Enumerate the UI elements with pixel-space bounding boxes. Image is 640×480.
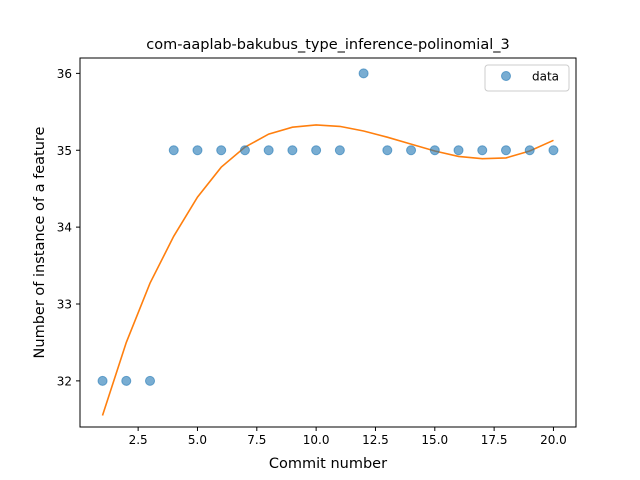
data-point <box>548 145 559 156</box>
data-point <box>168 145 179 156</box>
y-axis-label: Number of instance of a feature <box>32 126 48 358</box>
x-tick-label: 15.0 <box>421 433 448 447</box>
x-axis-label: Commit number <box>269 456 387 472</box>
x-tick-label: 17.5 <box>481 433 508 447</box>
data-point <box>406 145 417 156</box>
data-point <box>192 145 203 156</box>
data-point <box>334 145 345 156</box>
x-tick-label: 10.0 <box>303 433 330 447</box>
data-point <box>287 145 298 156</box>
data-point <box>453 145 464 156</box>
data-point <box>477 145 488 156</box>
y-tick-label: 32 <box>57 374 72 388</box>
legend-marker <box>501 71 511 81</box>
y-tick-label: 35 <box>57 144 72 158</box>
y-tick-label: 36 <box>57 67 72 81</box>
y-tick-label: 33 <box>57 298 72 312</box>
y-tick-label: 34 <box>57 221 72 235</box>
legend: data <box>484 64 570 92</box>
data-point <box>97 375 108 386</box>
data-point <box>311 145 322 156</box>
x-axis-ticks: 2.5 5.0 7.5 10.0 12.5 15.0 17.5 20.0 <box>129 427 567 447</box>
y-axis-ticks: 32 33 34 35 36 <box>57 67 80 388</box>
data-point <box>145 375 156 386</box>
x-tick-label: 7.5 <box>247 433 266 447</box>
data-point <box>524 145 535 156</box>
data-point <box>216 145 227 156</box>
x-tick-label: 12.5 <box>362 433 389 447</box>
legend-label: data <box>532 70 559 84</box>
plot-marks <box>97 68 559 416</box>
x-tick-label: 20.0 <box>540 433 567 447</box>
data-point <box>263 145 274 156</box>
x-tick-label: 2.5 <box>129 433 148 447</box>
data-point <box>358 68 369 79</box>
fit-line <box>101 124 554 416</box>
data-point <box>121 375 132 386</box>
data-point <box>500 145 511 156</box>
chart-title: com-aaplab-bakubus_type_inference-polino… <box>146 37 509 53</box>
data-point <box>382 145 393 156</box>
data-point <box>239 145 250 156</box>
data-point <box>429 145 440 156</box>
plot-area-frame <box>79 57 577 428</box>
x-tick-label: 5.0 <box>188 433 207 447</box>
